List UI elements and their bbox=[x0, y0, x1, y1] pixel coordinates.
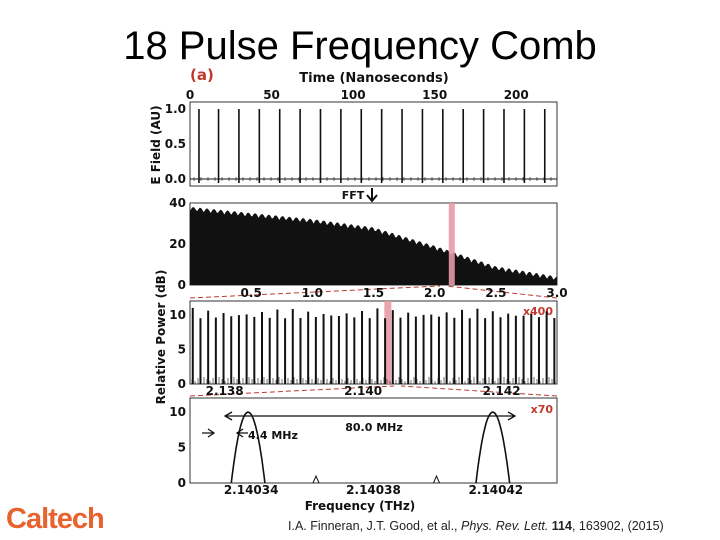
citation: I.A. Finneran, J.T. Good, et al., Phys. … bbox=[288, 519, 664, 533]
sideband-peak bbox=[312, 474, 320, 484]
panel1-x-tick-label: 100 bbox=[341, 88, 366, 102]
panel4-frame bbox=[189, 397, 558, 484]
panel1-y-tick-label: 0.5 bbox=[165, 137, 186, 151]
panel1-ylabel: E Field (AU) bbox=[149, 105, 163, 184]
panel-label: (a) bbox=[190, 66, 214, 84]
citation-journal: Phys. Rev. Lett. bbox=[461, 519, 549, 533]
panel1-y-tick-label: 0.0 bbox=[165, 172, 186, 186]
panel3-x-tick-label: 2.140 bbox=[344, 384, 382, 398]
panel1-x-tick-label: 50 bbox=[263, 88, 280, 102]
zoom-label-x70: x70 bbox=[531, 403, 554, 416]
panel3-y-tick-label: 10 bbox=[169, 308, 186, 322]
panel3-frame bbox=[189, 300, 558, 385]
fft-arrow bbox=[366, 188, 378, 203]
panel2-y-tick-label: 40 bbox=[169, 196, 186, 210]
panel4-y-tick-label: 5 bbox=[178, 441, 186, 455]
panel1-frame bbox=[189, 101, 558, 187]
panel4-x-tick-label: 2.14038 bbox=[346, 483, 401, 497]
resolved-peak bbox=[230, 411, 266, 484]
panel2-y-tick-label: 0 bbox=[178, 278, 186, 292]
citation-rest: , 163902, (2015) bbox=[571, 519, 664, 533]
zoom-connector-1 bbox=[189, 285, 558, 299]
panel4-y-tick-label: 10 bbox=[169, 405, 186, 419]
panel3-y-tick-label: 0 bbox=[178, 377, 186, 391]
sideband-peak bbox=[433, 474, 440, 484]
panel4-xlabel: Frequency (THz) bbox=[305, 499, 416, 513]
panel2-x-tick-label: 3.0 bbox=[546, 286, 567, 300]
panel2-x-tick-label: 0.5 bbox=[241, 286, 262, 300]
panel3-x-tick-label: 2.138 bbox=[206, 384, 244, 398]
spacing-label: 80.0 MHz bbox=[345, 421, 403, 434]
zoom-label-x400: x400 bbox=[523, 305, 553, 318]
citation-authors: I.A. Finneran, J.T. Good, et al., bbox=[288, 519, 461, 533]
panel4-y-tick-label: 0 bbox=[178, 476, 186, 490]
panel4-x-tick-label: 2.14042 bbox=[469, 483, 524, 497]
panel2-x-tick-label: 2.5 bbox=[485, 286, 506, 300]
spectrum-area bbox=[190, 207, 557, 285]
panel3-y-tick-label: 5 bbox=[178, 342, 186, 356]
panel2-x-tick-label: 2.0 bbox=[424, 286, 445, 300]
panel1-y-tick-label: 1.0 bbox=[165, 102, 186, 116]
caltech-logo: Caltech bbox=[6, 503, 105, 535]
resolved-peak bbox=[475, 411, 511, 484]
panel3-x-tick-label: 2.142 bbox=[483, 384, 521, 398]
width-label: 4.4 MHz bbox=[248, 429, 298, 442]
panel1-xlabel: Time (Nanoseconds) bbox=[299, 71, 448, 86]
panel4-x-tick-label: 2.14034 bbox=[224, 483, 279, 497]
panel2-x-tick-label: 1.5 bbox=[363, 286, 384, 300]
slide-title: 18 Pulse Frequency Comb bbox=[123, 24, 597, 68]
panel1-x-tick-label: 150 bbox=[422, 88, 447, 102]
panel2-y-tick-label: 20 bbox=[169, 237, 186, 251]
shared-ylabel: Relative Power (dB) bbox=[154, 270, 168, 405]
zoom-connector-2 bbox=[189, 385, 558, 397]
width-arrows bbox=[202, 428, 248, 438]
panel1-x-tick-label: 0 bbox=[186, 88, 194, 102]
panel2-highlight bbox=[448, 203, 455, 285]
panel2-x-tick-label: 1.0 bbox=[302, 286, 323, 300]
fft-label: FFT bbox=[342, 189, 365, 202]
spacing-arrow bbox=[223, 411, 517, 421]
panel1-x-tick-label: 200 bbox=[504, 88, 529, 102]
citation-volume: 114 bbox=[551, 519, 572, 533]
panel3-highlight bbox=[384, 301, 392, 384]
